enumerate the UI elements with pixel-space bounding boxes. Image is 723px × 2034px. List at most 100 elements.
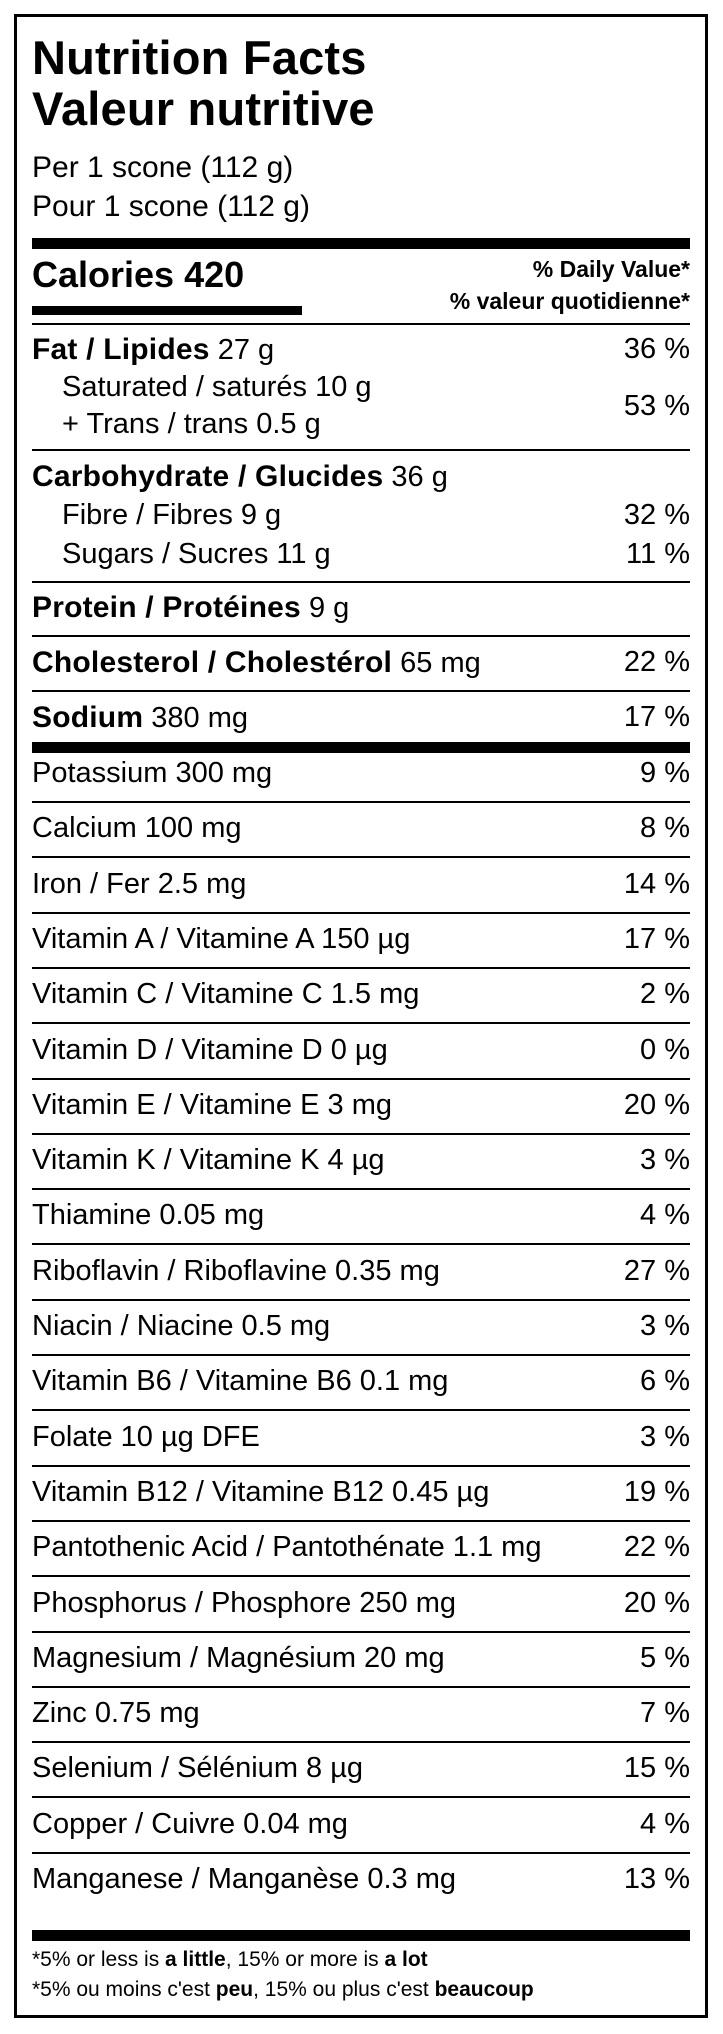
calories-value: 420: [184, 254, 245, 295]
carbohydrate-amount: 36 g: [391, 461, 448, 493]
micronutrient-label: Riboflavin / Riboflavine 0.35 mg: [32, 1255, 440, 1287]
calories-label: Calories: [32, 254, 175, 295]
thick-divider: [32, 1930, 690, 1941]
divider: [32, 1796, 690, 1798]
daily-value-header-french: % valeur quotidienne*: [449, 288, 690, 314]
divider: [32, 581, 690, 583]
divider: [32, 1243, 690, 1245]
micronutrient-label: Vitamin B12 / Vitamine B12 0.45 µg: [32, 1476, 490, 1508]
micronutrient-label: Manganese / Manganèse 0.3 mg: [32, 1863, 456, 1895]
micronutrient-daily-value: 17 %: [623, 923, 690, 955]
protein-label: Protein / Protéines: [32, 591, 301, 624]
divider: [32, 1575, 690, 1577]
divider: [32, 912, 690, 914]
fat-label: Fat / Lipides: [32, 333, 210, 366]
micronutrient-daily-value: 2 %: [640, 978, 690, 1010]
fibre-daily-value: 32 %: [623, 499, 690, 531]
divider: [32, 1354, 690, 1356]
protein-amount: 9 g: [308, 592, 350, 624]
cholesterol-row: Cholesterol / Cholestérol 65 mg: [32, 648, 481, 678]
cholesterol-label: Cholesterol / Cholestérol: [32, 646, 393, 679]
micronutrient-daily-value: 3 %: [640, 1144, 690, 1176]
sugars-daily-value: 11 %: [626, 538, 690, 570]
divider: [32, 1078, 690, 1080]
divider: [32, 1133, 690, 1135]
footnote-text: , 15% or more is: [225, 1948, 385, 1971]
serving-size-english: Per 1 scone (112 g): [32, 151, 294, 184]
protein-row: Protein / Protéines 9 g: [32, 593, 349, 623]
footnote-text: , 15% ou plus c'est: [253, 1978, 435, 2001]
micronutrient-daily-value: 4 %: [640, 1808, 690, 1840]
sodium-label: Sodium: [32, 701, 144, 734]
footnote-emphasis: peu: [215, 1978, 254, 2001]
micronutrient-daily-value: 9 %: [640, 757, 690, 789]
daily-value-header-english: % Daily Value*: [532, 256, 690, 282]
divider: [32, 801, 690, 803]
micronutrient-label: Thiamine 0.05 mg: [32, 1199, 265, 1231]
saturated-fat-row: Saturated / saturés 10 g: [62, 371, 372, 403]
fat-daily-value: 36 %: [623, 333, 690, 365]
title-french: Valeur nutritive: [32, 82, 375, 135]
micronutrient-daily-value: 27 %: [623, 1255, 690, 1287]
micronutrient-label: Iron / Fer 2.5 mg: [32, 868, 247, 900]
footnote-french: *5% ou moins c'est peu, 15% ou plus c'es…: [32, 1979, 534, 2000]
micronutrient-label: Selenium / Sélénium 8 µg: [32, 1752, 364, 1784]
divider: [32, 449, 690, 451]
micronutrient-label: Vitamin C / Vitamine C 1.5 mg: [32, 978, 420, 1010]
thick-divider: [32, 742, 690, 753]
divider: [32, 1409, 690, 1411]
label-content: Nutrition Facts Valeur nutritive Per 1 s…: [32, 17, 690, 2015]
micronutrient-label: Niacin / Niacine 0.5 mg: [32, 1310, 331, 1342]
footnote-emphasis: beaucoup: [434, 1978, 534, 2001]
micronutrient-label: Pantothenic Acid / Pantothénate 1.1 mg: [32, 1531, 542, 1563]
micronutrient-daily-value: 15 %: [623, 1752, 690, 1784]
micronutrient-daily-value: 22 %: [623, 1531, 690, 1563]
micronutrient-daily-value: 8 %: [640, 812, 690, 844]
carbohydrate-label: Carbohydrate / Glucides: [32, 460, 384, 493]
divider: [32, 1686, 690, 1688]
divider: [32, 856, 690, 858]
micronutrient-daily-value: 6 %: [640, 1365, 690, 1397]
micronutrient-label: Copper / Cuivre 0.04 mg: [32, 1808, 348, 1840]
saturated-trans-daily-value: 53 %: [623, 390, 690, 422]
micronutrient-label: Folate 10 µg DFE: [32, 1421, 260, 1453]
sodium-row: Sodium 380 mg: [32, 703, 248, 733]
serving-size-french: Pour 1 scone (112 g): [32, 190, 310, 223]
micronutrient-label: Phosphorus / Phosphore 250 mg: [32, 1587, 456, 1619]
micronutrient-daily-value: 7 %: [640, 1697, 690, 1729]
nutrition-facts-label: Nutrition Facts Valeur nutritive Per 1 s…: [14, 14, 708, 2018]
calories-underline: [32, 306, 302, 315]
micronutrient-daily-value: 5 %: [640, 1642, 690, 1674]
micronutrient-label: Vitamin E / Vitamine E 3 mg: [32, 1089, 392, 1121]
fibre-row: Fibre / Fibres 9 g: [62, 499, 282, 531]
micronutrient-daily-value: 20 %: [623, 1587, 690, 1619]
micronutrient-label: Zinc 0.75 mg: [32, 1697, 200, 1729]
micronutrient-daily-value: 14 %: [623, 868, 690, 900]
thick-divider: [32, 238, 690, 249]
divider: [32, 967, 690, 969]
carbohydrate-row: Carbohydrate / Glucides 36 g: [32, 462, 448, 492]
sodium-amount: 380 mg: [151, 702, 248, 734]
micronutrient-label: Calcium 100 mg: [32, 812, 242, 844]
cholesterol-daily-value: 22 %: [623, 646, 690, 678]
micronutrient-label: Potassium 300 mg: [32, 757, 273, 789]
footnote-english: *5% or less is a little, 15% or more is …: [32, 1949, 428, 1970]
micronutrient-daily-value: 4 %: [640, 1199, 690, 1231]
divider: [32, 1465, 690, 1467]
micronutrient-label: Vitamin K / Vitamine K 4 µg: [32, 1144, 385, 1176]
calories-line: Calories 420: [32, 257, 244, 293]
divider: [32, 1741, 690, 1743]
footnote-text: *5% or less is: [32, 1948, 166, 1971]
micronutrient-daily-value: 20 %: [623, 1089, 690, 1121]
divider: [32, 1299, 690, 1301]
divider: [32, 1631, 690, 1633]
micronutrient-daily-value: 13 %: [623, 1863, 690, 1895]
footnote-emphasis: a lot: [384, 1948, 428, 1971]
divider: [32, 1852, 690, 1854]
divider: [32, 690, 690, 692]
title-english: Nutrition Facts: [32, 31, 367, 84]
divider: [32, 1022, 690, 1024]
divider: [32, 1520, 690, 1522]
fat-amount: 27 g: [217, 334, 275, 366]
micronutrient-daily-value: 19 %: [623, 1476, 690, 1508]
